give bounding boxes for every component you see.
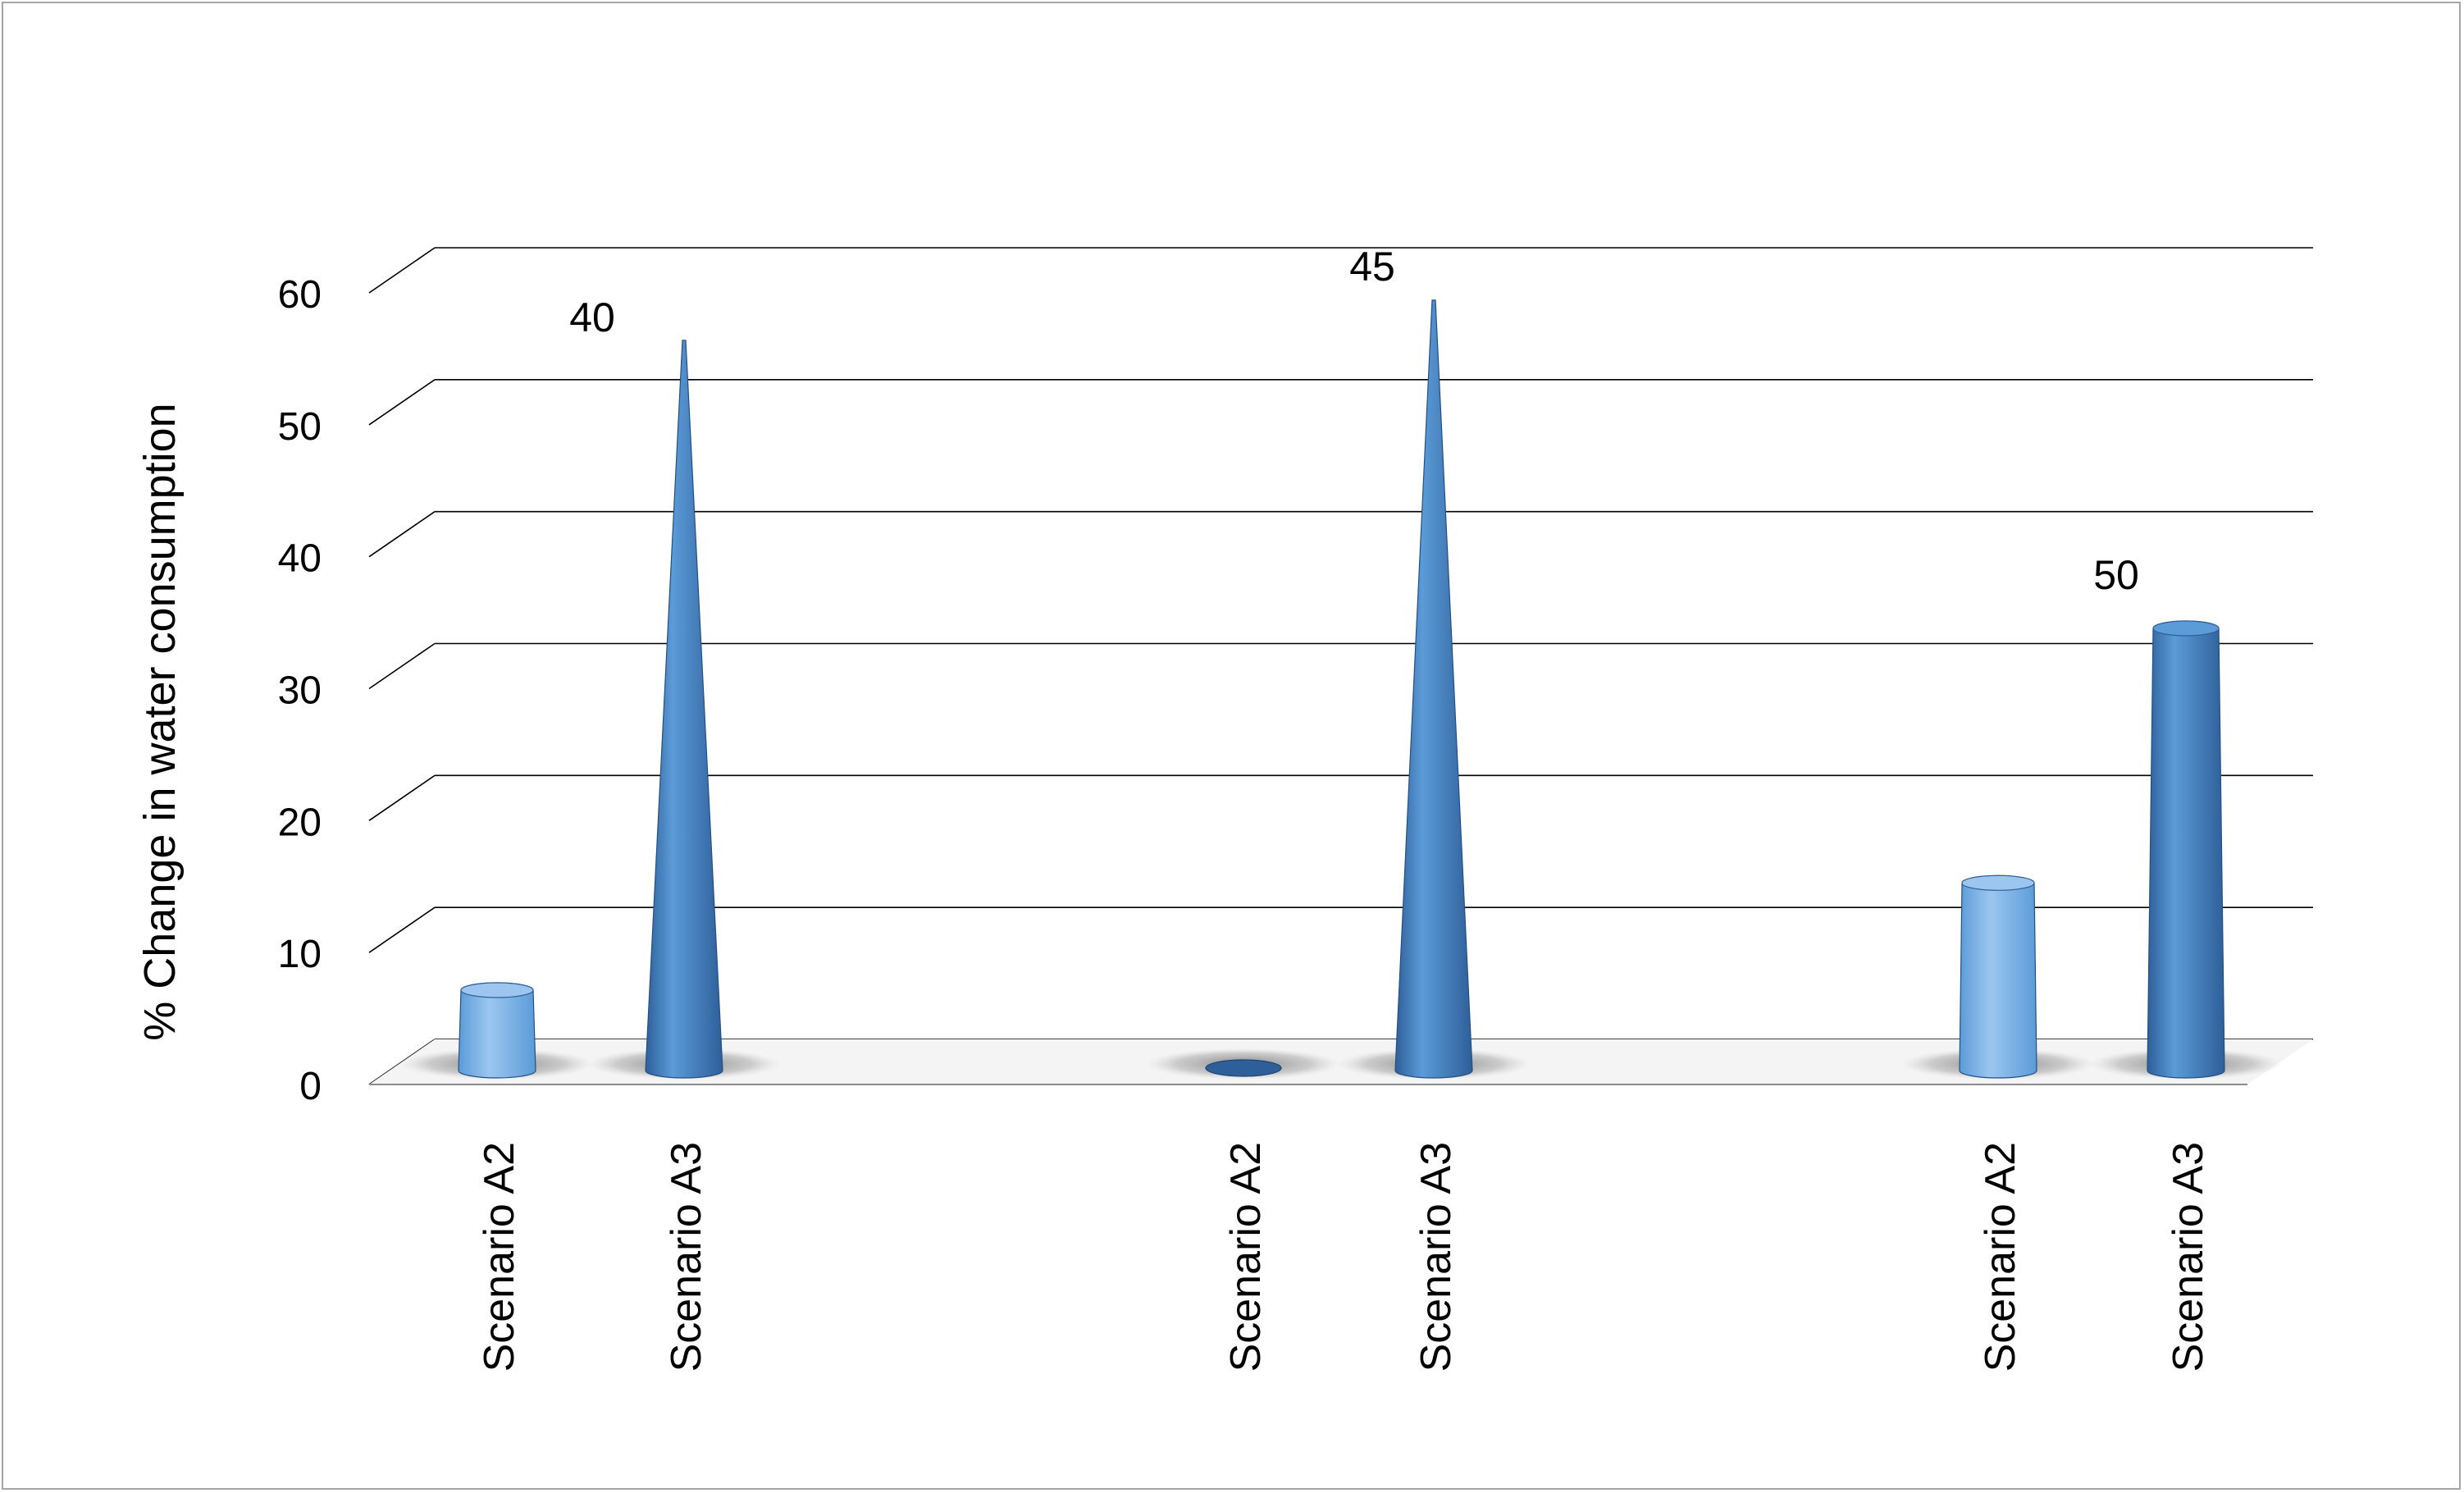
bar [1959,874,2037,1079]
group-label: 40 [569,294,615,340]
x-tick-label: Scenario A2 [1977,1142,2024,1372]
y-tick-label: 10 [278,933,322,976]
y-tick-label: 40 [278,537,322,581]
x-tick-label: Scenario A3 [1412,1142,1460,1372]
y-tick-label: 50 [278,405,322,449]
y-tick-label: 20 [278,801,322,844]
bar-cap [460,982,534,998]
x-tick-label: Scenario A3 [2165,1142,2212,1372]
bar [1394,299,1473,1079]
labels: 40 Scenario A2 Scenario A3 45 Scenario A2 Sce… [476,244,2212,1372]
bar-cap [2152,620,2220,637]
x-tick-label: Scenario A2 [1222,1142,1270,1372]
gridline-side [368,906,436,953]
bar [1205,1059,1282,1077]
gridline-side [368,247,436,294]
x-tick-label: Scenario A2 [476,1142,523,1372]
gridline-side [368,379,436,426]
y-tick-label: 30 [278,669,322,713]
y-axis: 0 10 20 30 40 50 60 [278,273,322,1108]
gridline-side [368,511,436,558]
gridline-side [368,642,436,690]
y-axis-label: % Change in water consumption [135,403,185,1040]
y-tick-label: 60 [278,273,322,317]
bar-cap [1961,874,2035,891]
bars [458,299,2225,1079]
bar [2147,620,2225,1079]
y-tick-label: 0 [299,1065,322,1108]
bar [645,340,723,1079]
group-label: 50 [2093,552,2139,598]
group-label: 45 [1349,244,1395,290]
x-tick-label: Scenario A3 [663,1142,710,1372]
gridline-side [368,774,436,821]
